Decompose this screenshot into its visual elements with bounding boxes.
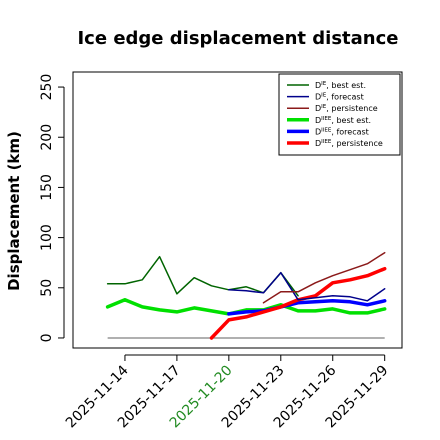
legend-label-5: DIIEE, persistence — [315, 139, 383, 148]
series-layer — [105, 251, 387, 340]
legend-label-superscript: IE — [321, 93, 327, 99]
legend-label-suffix: , persistence — [326, 104, 377, 113]
y-tick-label: 250 — [39, 74, 55, 101]
series-line-1 — [228, 271, 386, 302]
y-axis: 0 50 100 150 200 250 — [39, 74, 65, 343]
series-line-2 — [262, 251, 386, 304]
plot-frame — [72, 71, 403, 349]
legend-label-suffix: , forecast — [331, 127, 368, 136]
legend-label-suffix: , best est. — [326, 81, 366, 90]
y-axis-label: Displacement (km) — [5, 131, 23, 291]
legend-label-suffix: , persistence — [331, 139, 382, 148]
legend-label-superscript: IIEE — [321, 116, 332, 122]
legend-label-main: D — [315, 81, 321, 90]
legend-label-main: D — [315, 104, 321, 113]
legend-label-1: DIE, forecast — [315, 93, 364, 102]
legend-label-superscript: IIEE — [321, 127, 332, 133]
legend-label-main: D — [315, 116, 321, 125]
legend-label-main: D — [315, 139, 321, 148]
legend-label-4: DIIEE, forecast — [315, 127, 369, 136]
legend-label-main: D — [315, 93, 321, 102]
legend-label-superscript: IIEE — [321, 139, 332, 145]
legend-label-suffix: , best est. — [331, 116, 371, 125]
y-tick-label: 100 — [39, 224, 55, 251]
series-line-0 — [106, 255, 299, 297]
legend-label-main: D — [315, 127, 321, 136]
legend-label-2: DIE, persistence — [315, 104, 378, 113]
y-tick-label: 200 — [39, 124, 55, 151]
legend-label-suffix: , forecast — [326, 93, 363, 102]
y-tick-label: 150 — [39, 174, 55, 201]
y-tick-label: 50 — [39, 279, 55, 297]
legend-label-0: DIE, best est. — [315, 81, 366, 90]
legend-label-superscript: IE — [321, 81, 327, 87]
chart-title: Ice edge displacement distance — [77, 28, 398, 49]
legend-label-superscript: IE — [321, 104, 327, 110]
series-line-3 — [105, 298, 387, 316]
series-line-4 — [227, 299, 387, 316]
x-axis: 2025-11-142025-11-172025-11-202025-11-23… — [63, 354, 392, 431]
y-tick-label: 0 — [39, 334, 55, 343]
legend-label-3: DIIEE, best est. — [315, 116, 371, 125]
